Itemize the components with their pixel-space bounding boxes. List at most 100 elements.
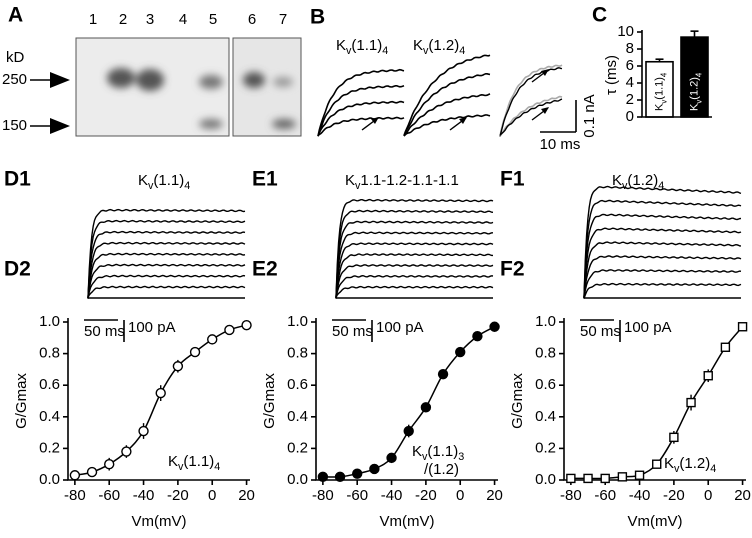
text-part: (1.2) [428,37,459,54]
point [334,471,346,483]
point [737,322,748,332]
y-tick-label: 0.8 [39,345,60,362]
y-axis-label: τ (ms) [603,55,620,95]
category-label: Kv(1.1)4 [653,72,668,111]
label-bg [0,119,30,133]
scale-label: 100 pA [624,319,672,336]
annotation: Kv(1.1)3 [412,443,464,463]
y-tick-label: 0.6 [287,376,308,393]
point [386,452,397,464]
current-trace [317,68,405,137]
point [686,397,696,408]
point [455,346,466,358]
x-tick-label: 0 [704,487,712,504]
fit-line [570,326,744,480]
gel-bands [107,68,296,129]
annotation: Kv(1.2)4 [664,455,716,475]
current-trace [583,213,742,299]
text-part: 4 [382,45,388,57]
point [420,402,432,413]
panel-label: F2 [500,258,525,281]
axis [315,318,498,481]
x-axis-label: Vm(mV) [132,513,187,530]
bar [645,60,674,118]
current-trace [87,285,246,298]
text-part: 4 [660,72,669,77]
y-tick-label: 0.8 [535,345,556,362]
text-part: 4 [695,72,704,77]
scale-label: 100 pA [376,319,424,336]
current-trace [583,269,742,299]
text-part: 4 [710,463,716,475]
point [224,324,235,336]
current-trace [87,274,246,299]
y-tick-label: 0 [626,108,634,125]
text-part: v [148,180,154,192]
panel-title: Kv(1.2)4 [612,172,664,192]
axis [563,318,746,481]
point [69,470,81,481]
y-tick-label: 0.4 [535,408,556,425]
text-part: K [688,103,700,111]
point [121,446,132,457]
y-axis-label: G/Gmax [261,373,278,429]
scale-label: 10 ms [540,136,581,153]
arrow-head [459,117,467,124]
y-axis-label: G/Gmax [13,373,30,429]
text-part: 1.1-1.2-1.1-1.1 [360,172,458,189]
bar [680,36,709,118]
lane-label: 7 [279,11,287,28]
axis [641,30,712,118]
point [317,471,329,483]
text-part: K [664,455,674,472]
y-axis-label: G/Gmax [509,373,526,429]
marker-arrow [50,72,70,88]
panel-title: Kv1.1-1.2-1.1-1.1 [345,172,459,192]
text-part: K [168,453,178,470]
x-tick-label: 0 [456,487,464,504]
annotation: /(1.2) [424,461,459,478]
current-trace [583,199,742,298]
text-part: v [622,180,628,192]
current-trace [87,208,246,299]
point [369,463,380,475]
text-part: 3 [458,451,464,463]
current-trace [499,98,563,136]
y-tick-label: 1.0 [287,313,308,330]
fit-line [322,326,495,478]
scale-label: 50 ms [580,323,621,340]
x-tick-label: -80 [560,487,582,504]
y-tick-label: 0.2 [287,439,308,456]
y-tick-label: 0.2 [39,439,60,456]
scale-label: 50 ms [332,323,373,340]
lane-label: 4 [179,11,187,28]
x-tick-label: 0 [208,487,216,504]
x-tick-label: -40 [133,487,155,504]
current-trace [403,114,491,137]
text-part: (1.1) [653,77,665,100]
text-part: (1.1) [153,172,184,189]
current-trace [499,64,563,137]
x-tick-label: -80 [64,487,86,504]
point [104,459,115,470]
current-trace [499,67,563,137]
current-trace [335,209,494,298]
x-tick-label: -20 [415,487,437,504]
y-tick-label: 1.0 [535,313,556,330]
current-trace [335,264,494,299]
point [138,425,149,437]
current-trace [583,185,742,298]
text-part: K [612,172,622,189]
point [403,425,414,437]
marker-label: 250 [2,71,27,88]
y-tick-label: 1.0 [39,313,60,330]
point [472,331,483,342]
text-part: (1.1) [427,443,458,460]
point [634,470,645,480]
point [617,472,628,482]
current-trace [403,93,491,137]
text-part: 4 [184,180,190,192]
lane-label: 6 [248,11,256,28]
point [600,473,610,484]
panel-label: D1 [4,168,31,191]
